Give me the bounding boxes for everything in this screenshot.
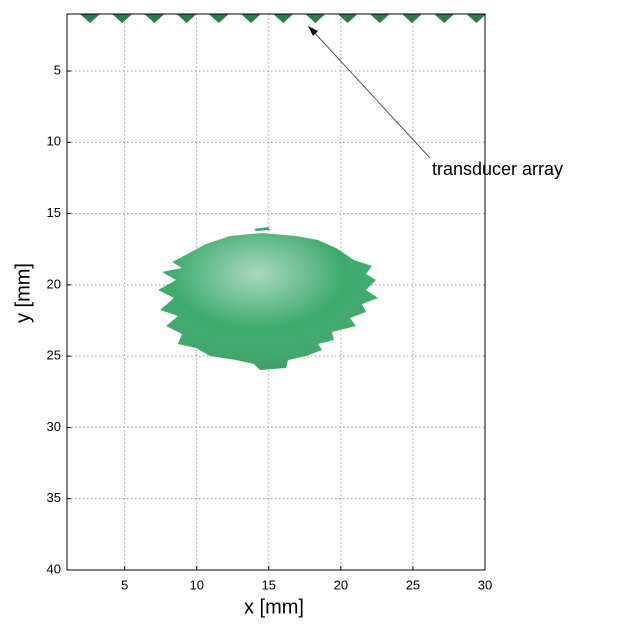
transducer-element [337, 14, 358, 23]
scene [80, 14, 487, 370]
y-tick-label: 20 [47, 276, 61, 291]
y-tick-label: 15 [47, 205, 61, 220]
transducer-element [241, 14, 261, 23]
x-tick-label: 10 [189, 577, 203, 592]
y-tick-label: 25 [47, 348, 61, 363]
x-tick-label: 30 [478, 577, 492, 592]
y-tick-label: 40 [47, 561, 61, 576]
x-tick-label: 20 [334, 577, 348, 592]
x-tick-label: 15 [262, 577, 276, 592]
shading [158, 233, 378, 370]
scatterer-fragment [254, 227, 270, 231]
transducer-element [112, 14, 133, 23]
transducer-element [402, 14, 422, 23]
x-tick-label: 5 [121, 577, 128, 592]
y-tick-label: 30 [47, 419, 61, 434]
x-axis-label: x [mm] [244, 596, 304, 618]
x-tick-label: 25 [406, 577, 420, 592]
transducer-element [176, 14, 197, 23]
y-tick-label: 35 [47, 490, 61, 505]
transducer-element [273, 14, 294, 23]
transducer-element [466, 14, 487, 23]
transducer-element [434, 14, 455, 23]
transducer-element [144, 14, 165, 23]
arrow-head [308, 26, 318, 36]
transducer-element [305, 14, 326, 23]
annotation-arrow [311, 29, 431, 159]
transducer-element [208, 14, 229, 23]
transducer-element [80, 14, 100, 23]
annotation: transducer array [432, 159, 563, 179]
transducer-array [80, 14, 487, 23]
y-axis-label: y [mm] [12, 263, 34, 323]
plot-frame [66, 13, 486, 571]
y-tick-label: 5 [54, 62, 61, 77]
y-tick-label: 10 [47, 134, 61, 149]
transducer-element [369, 14, 390, 23]
